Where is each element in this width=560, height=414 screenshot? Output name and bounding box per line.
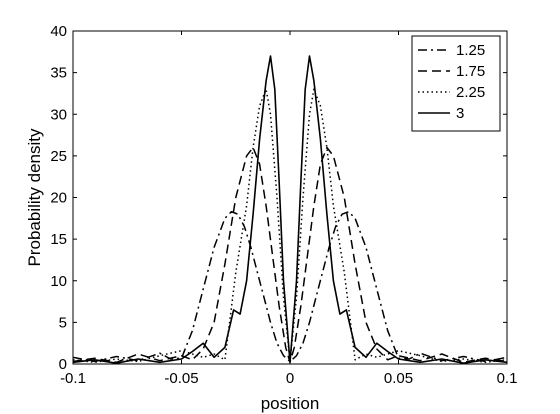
- legend-label-1.25: 1.25: [456, 42, 485, 59]
- x-tick-label-2: 0: [286, 370, 294, 387]
- legend-box: [411, 35, 501, 132]
- x-axis-label: position: [261, 394, 320, 413]
- y-tick-label-2: 10: [50, 273, 67, 290]
- y-tick-label-4: 20: [50, 190, 67, 207]
- legend: 1.25 1.75 2.25 3: [411, 35, 501, 132]
- x-tick-label-0: -0.1: [60, 370, 86, 387]
- series-line-2.25: [73, 88, 507, 364]
- x-tick-label-1: -0.05: [164, 370, 198, 387]
- y-tick-label-6: 30: [50, 106, 67, 123]
- legend-label-1.75: 1.75: [456, 63, 485, 80]
- y-tick-label-5: 25: [50, 148, 67, 165]
- x-tick-label-4: 0.1: [497, 370, 518, 387]
- y-tick-label-8: 40: [50, 23, 67, 40]
- ticks-layer: -0.1 -0.05 0 0.05 0.1 0 5 10 15 20 25 30 35 40: [50, 23, 517, 387]
- y-tick-label-7: 35: [50, 65, 67, 82]
- y-tick-label-3: 15: [50, 231, 67, 248]
- legend-label-2.25: 2.25: [456, 84, 485, 101]
- legend-label-3: 3: [456, 105, 464, 122]
- y-tick-label-0: 0: [59, 356, 67, 373]
- y-axis-label: Probability density: [25, 128, 44, 266]
- x-tick-label-3: 0.05: [384, 370, 413, 387]
- y-tick-label-1: 5: [59, 314, 67, 331]
